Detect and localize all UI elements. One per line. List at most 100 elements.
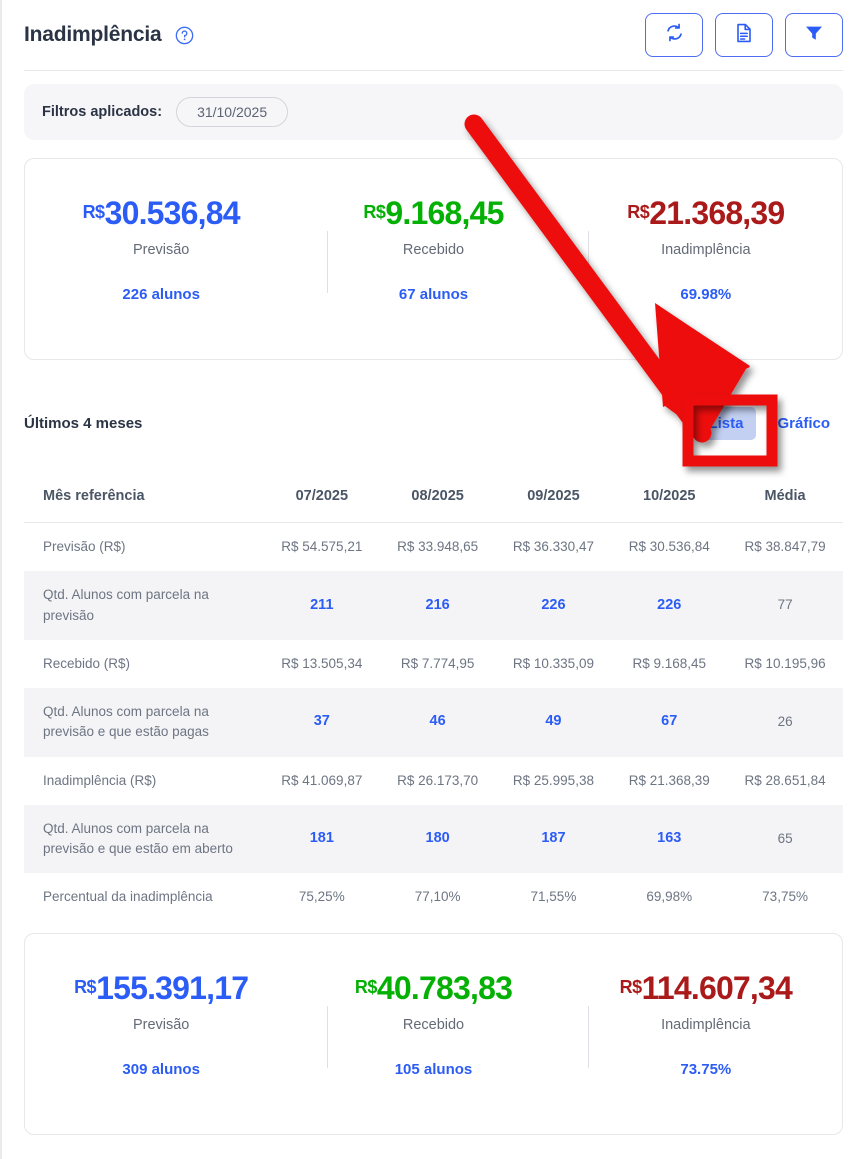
summary-sub-recebido: 67 alunos <box>398 286 469 303</box>
summary-value-recebido: R$9.168,45 <box>297 197 569 229</box>
cell-r1-c1: 216 <box>379 571 496 640</box>
funnel-icon <box>804 24 824 47</box>
cell-r6-c3: 69,98% <box>646 889 693 905</box>
cell-r2-c1: R$ 7.774,95 <box>400 655 475 671</box>
cell-r5-c3: 163 <box>611 804 728 874</box>
table-row: Qtd. Alunos com parcela na previsão e qu… <box>24 804 843 874</box>
th-month-3: 10/2025 <box>611 478 728 523</box>
table-row: Recebido (R$) R$ 13.505,34 R$ 7.774,95 R$ 1… <box>24 640 843 688</box>
table-body: Previsão (R$) R$ 54.575,21 R$ 33.948,65 R$ … <box>24 523 843 922</box>
total-col-inadimplencia: R$114.607,34 Inadimplência 73.75% <box>570 934 842 1134</box>
total-value-recebido: R$40.783,83 <box>297 972 569 1004</box>
view-toggle: Lista Gráfico <box>695 406 843 440</box>
cell-r6-c2: 71,55% <box>530 889 577 905</box>
refresh-icon <box>665 23 684 47</box>
summary-label-recebido: Recebido <box>402 242 465 258</box>
total-label-recebido: Recebido <box>402 1017 465 1033</box>
cell-r2-c3: R$ 9.168,45 <box>632 655 707 671</box>
cell-r0-c2: R$ 36.330,47 <box>512 539 594 554</box>
summary-label-previsao: Previsão <box>132 242 190 258</box>
summary-value-previsao: R$30.536,84 <box>25 197 297 229</box>
header-divider <box>24 70 843 71</box>
cell-r4-c1: R$ 26.173,70 <box>397 772 479 788</box>
row-label: Inadimplência (R$) <box>43 772 157 788</box>
table-header-row: Mês referência 07/2025 08/2025 09/2025 1… <box>24 478 843 523</box>
summary-amount: 21.368,39 <box>649 195 785 231</box>
cell-r3-c3: 67 <box>611 688 728 757</box>
cell-r0-c4: R$ 38.847,79 <box>744 539 826 554</box>
cell-r0-c1: R$ 33.948,65 <box>397 539 479 554</box>
cell-r4-c2: R$ 25.995,38 <box>512 772 594 788</box>
th-month-1: 08/2025 <box>379 478 496 523</box>
row-label: Qtd. Alunos com parcela na previsão e qu… <box>24 804 264 874</box>
th-mes-referencia: Mês referência <box>24 478 264 523</box>
summary-col-inadimplencia: R$21.368,39 Inadimplência 69.98% <box>570 159 842 359</box>
total-col-previsao: R$155.391,17 Previsão 309 alunos <box>25 934 297 1134</box>
report-button[interactable] <box>715 13 773 57</box>
question-circle-icon[interactable] <box>175 26 194 45</box>
cell-r6-c4: 73,75% <box>762 889 808 905</box>
total-divider-1 <box>327 1006 328 1068</box>
cell-r0-c0: R$ 54.575,21 <box>281 539 363 554</box>
cell-r2-c2: R$ 10.335,09 <box>512 655 594 671</box>
total-sub-recebido: 105 alunos <box>394 1061 473 1078</box>
cell-r6-c0: 75,25% <box>298 889 345 905</box>
cell-r1-c4: 77 <box>727 571 843 640</box>
cell-r4-c4: R$ 28.651,84 <box>744 772 826 788</box>
tab-lista[interactable]: Lista <box>695 406 757 440</box>
summary-col-previsao: R$30.536,84 Previsão 226 alunos <box>25 159 297 359</box>
total-value-inadimplencia: R$114.607,34 <box>570 972 842 1004</box>
currency-symbol: R$ <box>354 977 378 997</box>
table-row: Percentual da inadimplência 75,25% 77,10% 7… <box>24 873 843 921</box>
summary-label-inadimplencia: Inadimplência <box>661 242 751 258</box>
tab-grafico[interactable]: Gráfico <box>764 407 843 440</box>
cell-r1-c0: 211 <box>263 571 380 640</box>
summary-amount: 30.536,84 <box>104 195 241 231</box>
row-label: Qtd. Alunos com parcela na previsão e qu… <box>24 688 264 757</box>
summary-divider-1 <box>327 231 328 293</box>
document-icon <box>735 23 753 48</box>
total-label-previsao: Previsão <box>132 1017 190 1033</box>
th-month-2: 09/2025 <box>495 478 612 523</box>
summary-amount: 9.168,45 <box>385 195 504 231</box>
applied-filters-label: Filtros aplicados: <box>42 104 163 120</box>
total-divider-2 <box>588 1006 589 1068</box>
total-sub-inadimplencia: 73.75% <box>680 1061 732 1078</box>
row-label: Recebido (R$) <box>43 655 131 671</box>
header-actions <box>645 13 843 57</box>
section-header: Últimos 4 meses Lista Gráfico <box>24 406 843 440</box>
filter-button[interactable] <box>785 13 843 57</box>
cell-r5-c1: 180 <box>379 804 496 874</box>
cell-r4-c3: R$ 21.368,39 <box>628 772 710 788</box>
th-media: Média <box>727 478 843 523</box>
cell-r3-c1: 46 <box>379 688 496 757</box>
cell-r3-c0: 37 <box>263 688 380 757</box>
cell-r1-c2: 226 <box>495 571 612 640</box>
page-title: Inadimplência <box>24 23 162 46</box>
filter-chip-date[interactable]: 31/10/2025 <box>176 97 289 127</box>
table-head: Mês referência 07/2025 08/2025 09/2025 1… <box>24 478 843 523</box>
summary-card-total: R$155.391,17 Previsão 309 alunos R$40.78… <box>24 933 843 1135</box>
cell-r1-c3: 226 <box>611 571 728 640</box>
cell-r5-c0: 181 <box>263 804 380 874</box>
page-header: Inadimplência <box>2 0 863 70</box>
currency-symbol: R$ <box>619 977 643 997</box>
currency-symbol: R$ <box>627 202 650 222</box>
currency-symbol: R$ <box>74 977 97 997</box>
refresh-button[interactable] <box>645 13 703 57</box>
total-value-previsao: R$155.391,17 <box>25 972 297 1004</box>
summary-sub-previsao: 226 alunos <box>122 286 200 303</box>
total-col-recebido: R$40.783,83 Recebido 105 alunos <box>297 934 569 1134</box>
cell-r2-c4: R$ 10.195,96 <box>744 655 826 671</box>
months-table: Mês referência 07/2025 08/2025 09/2025 1… <box>24 478 843 922</box>
total-amount: 40.783,83 <box>376 970 513 1006</box>
cell-r0-c3: R$ 30.536,84 <box>628 539 710 554</box>
summary-sub-inadimplencia: 69.98% <box>680 286 732 303</box>
total-amount: 155.391,17 <box>96 970 249 1006</box>
cell-r5-c2: 187 <box>495 804 612 874</box>
currency-symbol: R$ <box>363 202 386 222</box>
summary-value-inadimplencia: R$21.368,39 <box>570 197 842 229</box>
applied-filters-bar: Filtros aplicados: 31/10/2025 <box>24 84 843 140</box>
currency-symbol: R$ <box>82 202 106 222</box>
